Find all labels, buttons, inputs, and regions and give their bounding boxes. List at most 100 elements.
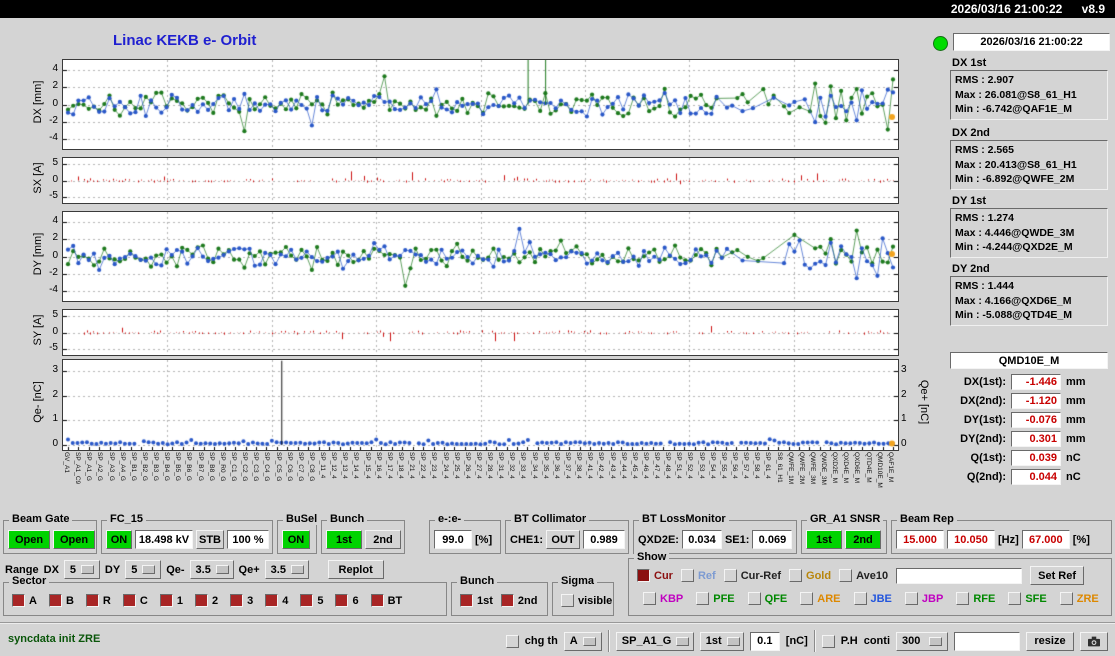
show-rfe[interactable]: RFE [956,592,995,605]
chg-th-checkbox[interactable] [505,634,519,648]
show-cur-checkbox[interactable] [637,569,650,582]
statusbar-resize[interactable]: resize [1026,631,1074,651]
show-cur[interactable]: Cur [637,569,673,582]
bunch-display-2nd[interactable]: 2nd [500,594,537,607]
show-ave10-checkbox[interactable] [839,569,853,582]
show-pfe-checkbox[interactable] [696,592,710,605]
sector-c[interactable]: C [122,594,148,607]
beam-gate-open[interactable]: Open [53,530,95,549]
show-jbp[interactable]: JBP [904,592,943,605]
range-5-dropdown[interactable]: 5 [125,560,162,579]
show-rfe-checkbox[interactable] [956,592,970,605]
range-dx: DX [43,563,59,576]
statusbar-0-1[interactable]: 0.1 [749,631,780,651]
sector-4-checkbox[interactable] [265,594,279,607]
e-ratio-99-0[interactable]: 99.0 [434,530,472,549]
sector-r-checkbox[interactable] [85,594,99,607]
show-jbe-checkbox[interactable] [853,592,867,605]
show-ave10[interactable]: Ave10 [839,569,888,582]
sector-bt[interactable]: BT [370,594,402,607]
bpm-label: SP_C5_G [274,452,282,482]
sector-r[interactable]: R [85,594,111,607]
show-gold[interactable]: Gold [789,569,831,582]
statusbar-conti: conti [863,635,890,647]
show-ref-checkbox[interactable] [680,569,694,582]
show-zre[interactable]: ZRE [1059,592,1099,605]
sector-b[interactable]: B [48,594,74,607]
show-kbp-checkbox[interactable] [643,592,656,605]
bunch-display-1st-checkbox[interactable] [460,594,473,607]
bpm-label: SP_22_4 [419,452,427,479]
beam-gate-open[interactable]: Open [8,530,50,549]
sector-a[interactable]: A [12,594,37,607]
ph-checkbox[interactable] [821,634,835,648]
bpm-label: SP_11_4 [319,452,327,479]
show-gold-checkbox[interactable] [789,569,803,582]
bunch-display-2nd-checkbox[interactable] [500,594,514,607]
fc15-on[interactable]: ON [106,530,132,549]
range-replot[interactable]: Replot [327,560,384,579]
show-jbp-checkbox[interactable] [904,592,918,605]
bpm-label: SP_C1_G [230,452,237,482]
statusbar-1st-dropdown[interactable]: 1st [699,631,744,651]
statusbar-300-dropdown[interactable]: 300 [896,631,948,651]
screenshot-camera-button[interactable] [1080,631,1108,651]
sector-5-checkbox[interactable] [300,594,314,607]
show-qfe-checkbox[interactable] [747,592,761,605]
sigma-visible-checkbox[interactable] [561,594,574,607]
sector-1-checkbox[interactable] [159,594,173,607]
busel-on[interactable]: ON [282,530,310,549]
monitor-row-q-1st: Q(1st): 0.039 nC [948,450,1112,466]
sector-2[interactable]: 2 [194,594,218,607]
fc15-stb[interactable]: STB [196,530,224,549]
show-kbp[interactable]: KBP [643,592,683,605]
bt-collimator-out[interactable]: OUT [546,530,581,549]
bpm-label: SP_28_4 [486,452,494,479]
sector-3-checkbox[interactable] [230,594,244,607]
bunch-select-1st[interactable]: 1st [326,530,362,549]
range-3-5-dropdown[interactable]: 3.5 [264,560,309,579]
sector-5[interactable]: 5 [300,594,323,607]
sector-6[interactable]: 6 [335,594,359,607]
bpm-label: SP_C4_G [263,452,271,482]
show-cur-ref-checkbox[interactable] [723,569,737,582]
bpm-label: SP_13_4 [341,452,349,479]
show-pfe[interactable]: PFE [696,592,735,605]
statusbar-sp-a1-g-dropdown[interactable]: SP_A1_G [615,631,694,651]
group-label-gr-a1-snsr: GR_A1 SNSR [807,513,884,525]
show-sfe[interactable]: SFE [1008,592,1047,605]
show-zre-checkbox[interactable] [1059,592,1073,605]
monitor-row-unit: mm [1066,414,1086,426]
show-zre-label: ZRE [1076,592,1099,605]
range-5-dropdown[interactable]: 5 [63,560,100,579]
range-3-5-dropdown[interactable]: 3.5 [189,560,234,579]
set-ref-button[interactable]: Set Ref [1030,566,1085,585]
sector-b-checkbox[interactable] [48,594,62,607]
show-jbe[interactable]: JBE [853,592,892,605]
sigma-visible[interactable]: visible [561,594,612,607]
sector-3[interactable]: 3 [230,594,253,607]
show-qfe[interactable]: QFE [747,592,787,605]
sector-2-checkbox[interactable] [194,594,208,607]
show-ref[interactable]: Ref [680,569,716,582]
show-are[interactable]: ARE [800,592,841,605]
bunch-display-1st[interactable]: 1st [460,594,493,607]
dx-ytick: 0 [52,97,58,109]
bpm-label: SP_A2_G [96,452,104,481]
show-are-checkbox[interactable] [800,592,814,605]
sector-6-checkbox[interactable] [335,594,349,607]
sector-bt-checkbox[interactable] [370,594,384,607]
gr-a1-snsr-2nd[interactable]: 2nd [845,530,881,549]
show-are-label: ARE [817,592,841,605]
show-cur-ref[interactable]: Cur-Ref [723,569,781,582]
bunch-select-2nd[interactable]: 2nd [365,530,401,549]
ref-file-input[interactable] [896,567,1023,584]
statusbar-item[interactable] [954,631,1020,651]
statusbar-a-dropdown[interactable]: A [563,631,602,651]
sector-a-checkbox[interactable] [12,594,25,607]
sector-c-checkbox[interactable] [122,594,136,607]
gr-a1-snsr-1st[interactable]: 1st [806,530,842,549]
sector-4[interactable]: 4 [265,594,288,607]
show-sfe-checkbox[interactable] [1008,592,1022,605]
sector-1[interactable]: 1 [159,594,183,607]
